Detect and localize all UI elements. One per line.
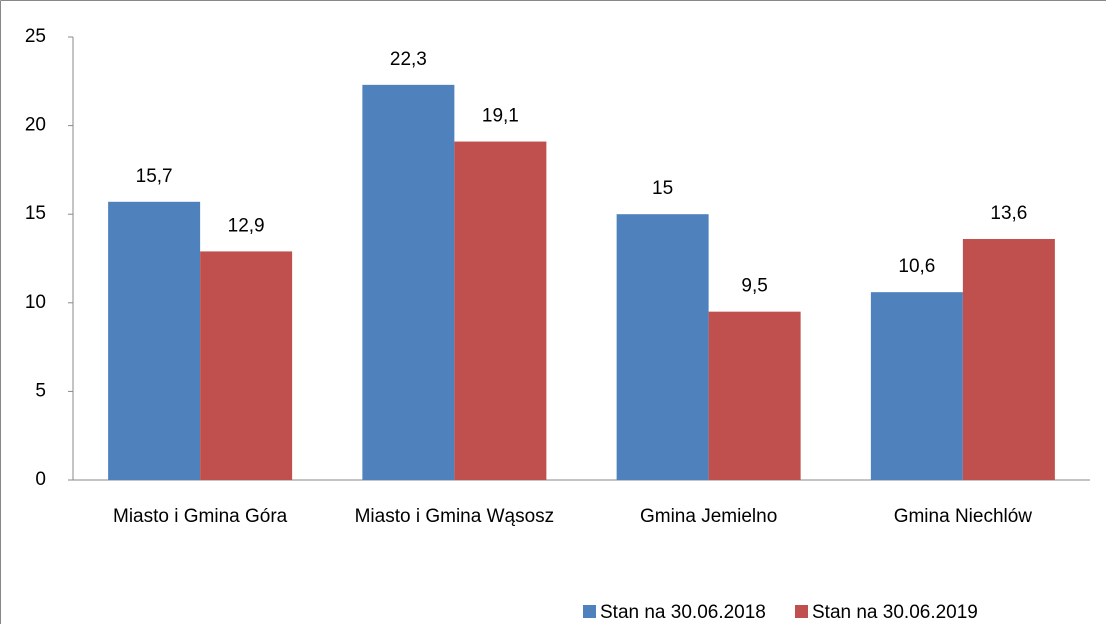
x-tick-label: Miasto i Gmina Wąsosz <box>355 506 555 527</box>
bar <box>454 141 547 480</box>
value-label: 9,5 <box>741 276 767 297</box>
value-label: 19,1 <box>482 106 519 127</box>
legend-label: Stan na 30.06.2018 <box>600 602 766 623</box>
x-tick-label: Miasto i Gmina Góra <box>113 506 288 527</box>
y-tick-label: 0 <box>35 469 46 490</box>
bar <box>616 214 709 480</box>
y-tick-label: 5 <box>35 380 46 401</box>
bar <box>200 251 293 480</box>
value-label: 15 <box>652 178 673 199</box>
y-tick-label: 20 <box>25 115 46 136</box>
x-tick-label: Gmina Niechlów <box>894 506 1033 527</box>
value-label: 10,6 <box>898 256 935 277</box>
bar <box>708 311 801 480</box>
y-tick-label: 15 <box>25 203 46 224</box>
x-tick-label: Gmina Jemielno <box>640 506 777 527</box>
bar <box>108 201 201 480</box>
y-tick-label: 25 <box>25 26 46 47</box>
legend-swatch <box>583 605 596 618</box>
y-tick-label: 10 <box>25 292 46 313</box>
value-label: 22,3 <box>390 49 427 70</box>
value-label: 13,6 <box>990 203 1027 224</box>
bar <box>962 239 1055 480</box>
value-label: 12,9 <box>228 215 265 236</box>
value-label: 15,7 <box>136 166 173 187</box>
bar <box>870 292 963 480</box>
legend-swatch <box>795 605 808 618</box>
bar <box>362 84 455 481</box>
legend-label: Stan na 30.06.2019 <box>812 602 978 623</box>
